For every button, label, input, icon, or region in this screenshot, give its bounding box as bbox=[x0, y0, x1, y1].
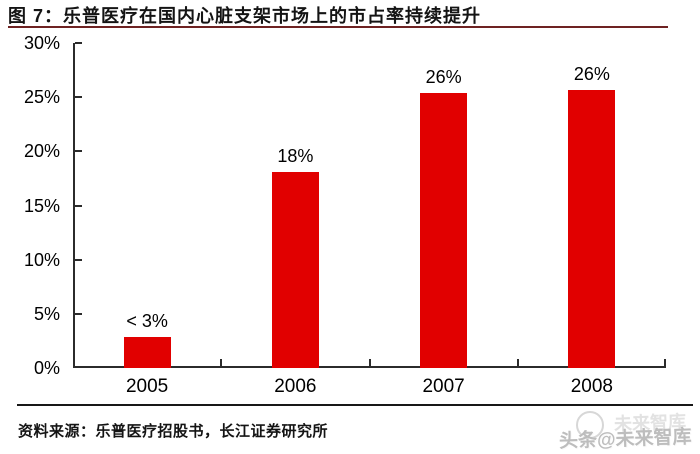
y-axis-label: 20% bbox=[23, 141, 60, 162]
y-axis-label: 5% bbox=[33, 303, 60, 324]
y-axis-tick bbox=[75, 204, 82, 207]
x-axis-tick bbox=[368, 359, 371, 366]
y-axis-label: 10% bbox=[23, 249, 60, 270]
bar-value-label: < 3% bbox=[126, 310, 168, 331]
y-axis-line bbox=[73, 43, 75, 368]
x-axis-tick bbox=[516, 359, 519, 366]
figure-title: 图 7：乐普医疗在国内心脏支架市场上的市占率持续提升 bbox=[8, 6, 482, 26]
bar-value-label: 26% bbox=[425, 66, 462, 87]
bar bbox=[271, 171, 319, 368]
y-axis-tick bbox=[75, 96, 82, 99]
x-axis-label: 2008 bbox=[570, 376, 614, 397]
y-axis-tick bbox=[75, 258, 82, 261]
toutiao-watermark: 头条@未来智库 bbox=[559, 426, 693, 453]
y-axis-label: 30% bbox=[23, 33, 60, 53]
bottom-divider bbox=[17, 404, 693, 406]
y-axis-tick bbox=[75, 150, 82, 153]
bar bbox=[123, 336, 171, 368]
source-text: 资料来源：乐普医疗招股书，长江证券研究所 bbox=[18, 423, 329, 440]
x-axis-tick bbox=[220, 359, 223, 366]
x-axis-label: 2006 bbox=[274, 376, 317, 397]
bar-value-label: 18% bbox=[277, 145, 314, 166]
x-axis-line bbox=[73, 366, 666, 368]
x-axis-end-tick bbox=[664, 359, 666, 366]
bar bbox=[420, 92, 468, 368]
y-axis-tick bbox=[75, 42, 82, 44]
x-axis-label: 2007 bbox=[422, 376, 465, 397]
y-axis-label: 15% bbox=[23, 195, 60, 216]
bar bbox=[568, 89, 616, 368]
bar-value-label: 26% bbox=[573, 63, 610, 84]
y-axis-tick bbox=[75, 312, 82, 315]
y-axis-label: 0% bbox=[33, 358, 60, 378]
x-axis-label: 2005 bbox=[125, 376, 169, 397]
lightbulb-icon bbox=[576, 411, 604, 439]
y-axis-label: 25% bbox=[23, 87, 60, 108]
title-underline bbox=[8, 26, 668, 28]
